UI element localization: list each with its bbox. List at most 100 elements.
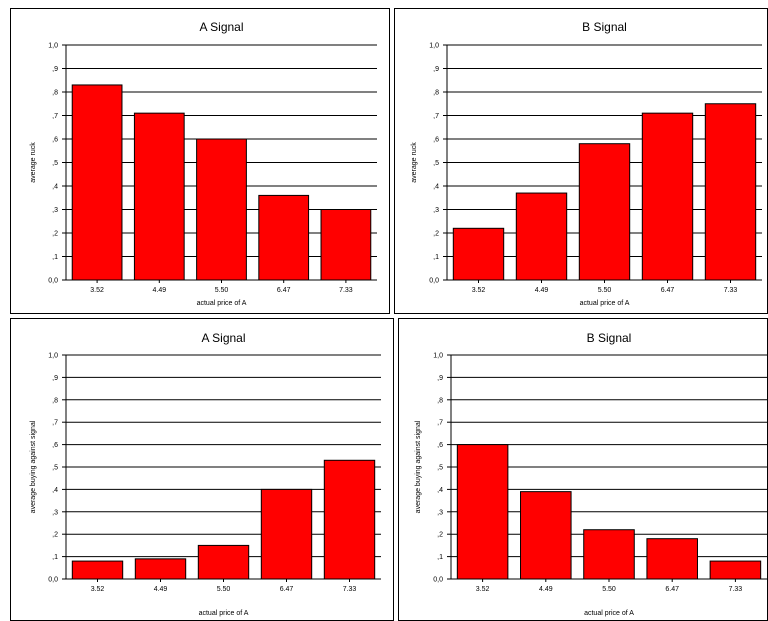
y-tick-label: ,6 <box>52 137 58 144</box>
chart-panel-bottom-left: A Signal 0,0 ,1 ,2 ,3 ,4 ,5 ,6 ,7 ,8 ,9 1,0 3.52 4.49… <box>10 318 394 621</box>
x-axis-label: actual price of A <box>199 610 249 617</box>
chart-title: A Signal <box>199 20 243 34</box>
bar <box>709 560 762 580</box>
bar <box>133 112 185 281</box>
y-tick-label: 1,0 <box>48 43 58 50</box>
y-tick-label: ,8 <box>437 397 443 404</box>
bar <box>323 459 376 580</box>
y-tick-label: ,4 <box>437 487 443 494</box>
y-tick-label: ,9 <box>52 66 58 73</box>
y-tick-label: 1,0 <box>433 353 443 360</box>
x-tick-label: 7.33 <box>729 586 743 593</box>
x-tick-label: 6.47 <box>280 586 294 593</box>
x-tick-label: 4.49 <box>535 287 549 294</box>
y-tick-label: ,8 <box>52 397 58 404</box>
x-tick-label: 5.50 <box>598 287 612 294</box>
y-tick-label: ,2 <box>437 532 443 539</box>
y-axis-label: average buying against signal <box>415 420 422 513</box>
y-tick-label: ,8 <box>433 90 439 97</box>
x-tick-label: 7.33 <box>724 287 738 294</box>
chart-svg: B Signal 0,0 ,1 ,2 ,3 ,4 ,5 ,6 ,7 ,8 ,9 1,0 3.52 4.49… <box>411 20 762 307</box>
bar <box>456 444 509 580</box>
x-tick-label: 5.50 <box>602 586 616 593</box>
x-axis-label: actual price of A <box>580 300 630 307</box>
bar <box>196 138 247 281</box>
y-tick-label: ,5 <box>52 160 58 167</box>
chart-panel-bottom-right: B Signal 0,0 ,1 ,2 ,3 ,4 ,5 ,6 ,7 ,8 ,9 1,0 3.52 4.49… <box>398 318 768 621</box>
y-tick-label: ,4 <box>52 487 58 494</box>
y-tick-label: ,6 <box>433 137 439 144</box>
y-tick-label: ,3 <box>52 207 58 214</box>
bar <box>452 227 505 281</box>
bar <box>71 560 124 580</box>
bar <box>258 194 310 281</box>
y-tick-label: ,1 <box>52 254 58 261</box>
y-tick-label: ,9 <box>437 375 443 382</box>
y-tick-label: ,5 <box>437 465 443 472</box>
y-tick-label: 1,0 <box>429 43 439 50</box>
chart-title: B Signal <box>582 20 627 34</box>
y-tick-label: ,7 <box>52 113 58 120</box>
y-tick-label: ,3 <box>52 509 58 516</box>
x-tick-label: 6.47 <box>277 287 291 294</box>
x-tick-label: 4.49 <box>539 586 553 593</box>
chart-panel-top-left: A Signal 0,0 ,1 ,2 ,3 ,4 ,5 ,6 ,7 ,8 ,9 1,0 3.52 4.49… <box>10 8 390 314</box>
x-tick-label: 5.50 <box>217 586 231 593</box>
y-tick-label: 0,0 <box>48 278 58 285</box>
y-tick-label: ,1 <box>437 554 443 561</box>
x-tick-label: 4.49 <box>154 586 168 593</box>
y-tick-label: ,3 <box>433 207 439 214</box>
y-tick-label: 0,0 <box>48 577 58 584</box>
bar <box>704 103 757 281</box>
x-tick-label: 6.47 <box>661 287 675 294</box>
y-tick-label: ,2 <box>52 532 58 539</box>
y-tick-label: ,5 <box>52 465 58 472</box>
y-tick-label: ,2 <box>433 231 439 238</box>
chart-title: B Signal <box>587 331 632 345</box>
x-tick-label: 7.33 <box>343 586 357 593</box>
y-tick-label: ,3 <box>437 509 443 516</box>
y-tick-label: ,6 <box>52 442 58 449</box>
bar <box>515 192 568 281</box>
y-tick-label: ,5 <box>433 160 439 167</box>
y-tick-label: ,7 <box>52 420 58 427</box>
bar <box>646 538 698 580</box>
y-axis-label: average ruck <box>30 142 37 183</box>
bar <box>134 558 187 580</box>
x-axis-label: actual price of A <box>584 610 634 617</box>
bar <box>260 488 313 580</box>
x-tick-label: 3.52 <box>476 586 490 593</box>
x-axis-label: actual price of A <box>197 300 247 307</box>
x-tick-label: 6.47 <box>665 586 679 593</box>
x-tick-label: 3.52 <box>91 586 105 593</box>
x-tick-label: 3.52 <box>472 287 486 294</box>
chart-svg: A Signal 0,0 ,1 ,2 ,3 ,4 ,5 ,6 ,7 ,8 ,9 1,0 3.52 4.49… <box>30 331 381 617</box>
x-tick-label: 5.50 <box>215 287 229 294</box>
y-tick-label: ,8 <box>52 90 58 97</box>
bar <box>641 112 694 281</box>
bar <box>520 491 572 580</box>
bar <box>320 209 372 281</box>
y-tick-label: ,2 <box>52 231 58 238</box>
y-tick-label: ,9 <box>433 66 439 73</box>
y-tick-label: ,4 <box>52 184 58 191</box>
y-axis-label: average ruck <box>411 142 418 183</box>
y-tick-label: ,1 <box>433 254 439 261</box>
bar <box>578 143 631 281</box>
chart-svg: B Signal 0,0 ,1 ,2 ,3 ,4 ,5 ,6 ,7 ,8 ,9 1,0 3.52 4.49… <box>415 331 767 617</box>
y-tick-label: ,1 <box>52 554 58 561</box>
bar <box>71 84 123 281</box>
y-tick-label: ,7 <box>437 420 443 427</box>
y-tick-label: ,6 <box>437 442 443 449</box>
y-tick-label: ,9 <box>52 375 58 382</box>
y-axis-label: average buying against signal <box>30 420 37 513</box>
chart-title: A Signal <box>201 331 245 345</box>
y-tick-label: ,7 <box>433 113 439 120</box>
chart-svg: A Signal 0,0 ,1 ,2 ,3 ,4 ,5 ,6 ,7 ,8 ,9 1,0 3.52 4.49… <box>30 20 377 307</box>
bar <box>583 529 635 580</box>
x-tick-label: 4.49 <box>152 287 166 294</box>
y-tick-label: 0,0 <box>433 577 443 584</box>
chart-panel-top-right: B Signal 0,0 ,1 ,2 ,3 ,4 ,5 ,6 ,7 ,8 ,9 1,0 3.52 4.49… <box>394 8 768 314</box>
y-tick-label: ,4 <box>433 184 439 191</box>
x-tick-label: 7.33 <box>339 287 353 294</box>
